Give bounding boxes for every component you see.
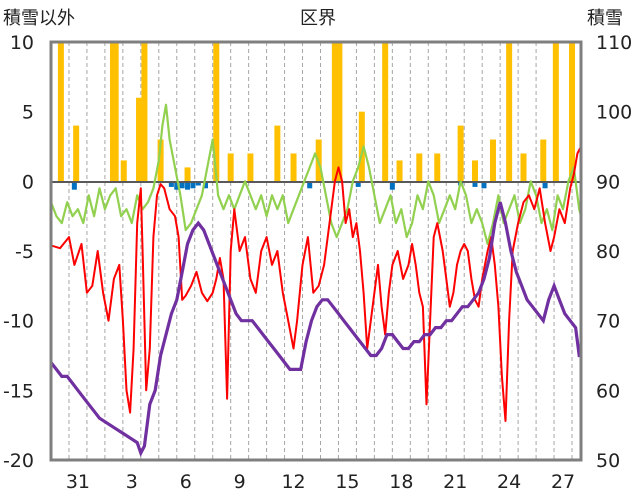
left-axis-ticks: 10 5 0 -5 -10 -15 -20 [3, 32, 34, 472]
precip-bar [136, 97, 143, 182]
left-tick-label: 5 [22, 102, 34, 124]
precip-bar [569, 42, 576, 182]
right-axis-label: 積雪 [587, 8, 623, 29]
right-axis-ticks: 110 100 90 80 70 60 50 [596, 32, 632, 472]
negative-bar [481, 181, 487, 189]
chart-title: 区界 [300, 8, 336, 29]
precip-bar [227, 153, 234, 182]
precip-bar [57, 42, 64, 182]
x-tick-label: 12 [281, 471, 305, 493]
precip-bar [73, 125, 80, 182]
series-line-temperature [50, 146, 582, 422]
precip-bar [112, 42, 119, 182]
x-tick-label: 31 [66, 471, 90, 493]
precip-bar [213, 42, 220, 182]
precip-bar [184, 167, 191, 182]
series-line-snow-depth [49, 201, 581, 458]
negative-bar [174, 181, 180, 190]
right-tick-label: 90 [596, 171, 620, 193]
left-tick-label: -20 [3, 450, 34, 472]
x-axis-ticks: 31 3 6 9 12 15 18 21 24 27 [66, 471, 575, 493]
left-tick-label: -10 [3, 311, 34, 333]
right-tick-label: 100 [596, 102, 632, 124]
right-tick-label: 80 [596, 241, 620, 263]
negative-bar [185, 181, 191, 190]
precip-bar [157, 139, 164, 182]
precip-bar [358, 111, 365, 182]
negative-bar [195, 181, 201, 186]
negative-bar [190, 181, 196, 189]
x-tick-label: 3 [126, 471, 138, 493]
precip-bar [290, 153, 297, 182]
left-axis-label: 積雪以外 [3, 8, 75, 29]
negative-bar [389, 181, 395, 190]
x-tick-label: 27 [551, 471, 575, 493]
precip-bar [540, 139, 547, 182]
precip-bar [489, 139, 496, 182]
precip-bar [506, 42, 513, 182]
left-tick-label: -5 [15, 241, 34, 263]
precip-bar [274, 125, 281, 182]
negative-bar [355, 181, 361, 187]
plot-frame [49, 40, 583, 462]
left-tick-label: -15 [3, 380, 34, 402]
precip-bar [141, 42, 148, 182]
x-tick-label: 15 [335, 471, 359, 493]
precip-bar [416, 153, 423, 182]
x-tick-label: 9 [234, 471, 246, 493]
precip-bar [331, 42, 338, 182]
precip-bar [552, 42, 559, 182]
precip-bar [382, 42, 389, 182]
x-tick-label: 6 [180, 471, 192, 493]
precip-bar [396, 160, 403, 182]
precip-bar [457, 125, 464, 182]
precip-bar [247, 153, 254, 182]
precip-bar [336, 42, 343, 182]
negative-bar [71, 181, 77, 190]
x-tick-label: 21 [443, 471, 467, 493]
precip-bars [57, 42, 576, 182]
precip-bar [434, 153, 441, 182]
left-tick-label: 0 [22, 171, 34, 193]
right-tick-label: 110 [596, 32, 632, 54]
negative-bar [307, 181, 313, 189]
precip-bar [472, 160, 478, 182]
right-tick-label: 70 [596, 311, 620, 333]
x-tick-label: 18 [389, 471, 413, 493]
x-tick-label: 24 [497, 471, 521, 493]
right-tick-label: 50 [596, 450, 620, 472]
precip-bar [520, 153, 527, 182]
negative-bar [203, 181, 209, 189]
left-tick-label: 10 [10, 32, 34, 54]
negative-bar [168, 181, 174, 187]
precip-bar [120, 160, 127, 182]
negative-bar [542, 181, 548, 189]
negative-bar [179, 181, 185, 189]
negative-bar [472, 181, 478, 187]
right-tick-label: 60 [596, 380, 620, 402]
